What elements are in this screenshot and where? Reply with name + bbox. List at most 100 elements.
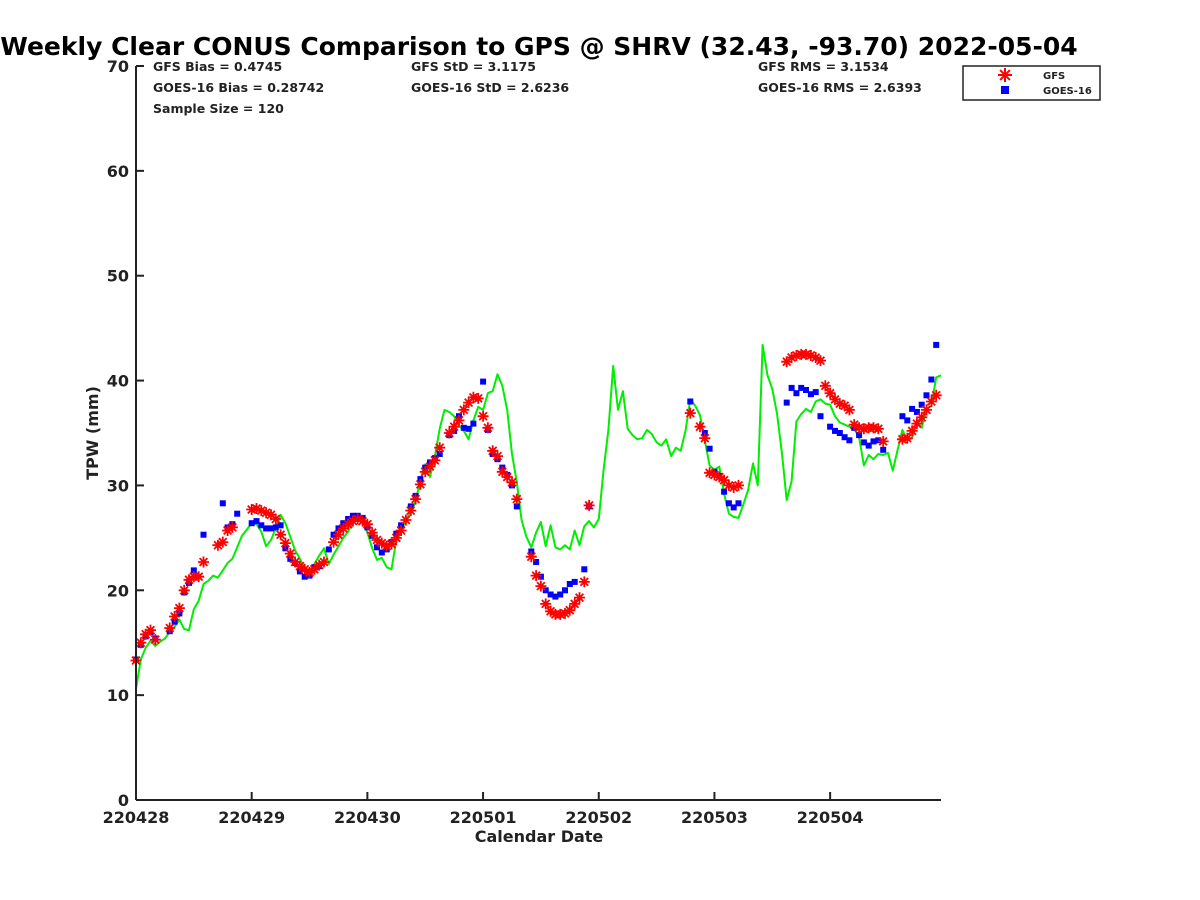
goes16-point	[378, 549, 385, 556]
gfs-point	[790, 349, 802, 361]
gfs-point	[255, 505, 267, 517]
goes16-point	[258, 522, 265, 529]
goes16-point	[721, 488, 728, 495]
gfs-point	[482, 422, 494, 434]
gfs-point	[578, 576, 590, 588]
gfs-point	[853, 422, 865, 434]
x-tick-label: 220502	[565, 808, 632, 827]
y-tick-label: 10	[107, 686, 129, 705]
gfs-point	[366, 527, 378, 539]
x-tick-label: 220501	[450, 808, 517, 827]
gfs-point	[357, 515, 369, 527]
gfs-point	[728, 482, 740, 493]
legend-gfs-asterisk	[998, 68, 1012, 82]
gps-series-line	[135, 343, 942, 690]
gfs-point	[506, 476, 518, 488]
gfs-point	[308, 563, 320, 575]
gfs-point	[487, 445, 499, 457]
goes-bias-stat: GOES-16 Bias = 0.28742	[153, 80, 324, 95]
gfs-point	[304, 567, 315, 578]
goes16-point	[807, 391, 814, 398]
goes16-point	[272, 524, 279, 531]
gfs-point	[246, 504, 258, 515]
gfs-point	[815, 355, 826, 367]
goes16-series	[133, 341, 940, 663]
gfs-point	[424, 461, 436, 473]
gfs-point	[217, 536, 229, 548]
gfs-point	[429, 454, 441, 466]
gfs-point	[535, 580, 547, 592]
goes16-point	[865, 442, 872, 449]
sample-size-stat: Sample Size = 120	[153, 101, 284, 116]
gfs-point	[299, 563, 311, 575]
axes	[135, 66, 941, 801]
gfs-point	[834, 398, 846, 410]
gfs-point	[414, 478, 426, 490]
gfs-point	[347, 515, 359, 527]
gfs-point	[781, 356, 793, 368]
goes-rms-stat: GOES-16 RMS = 2.6393	[758, 80, 922, 95]
gfs-point	[872, 423, 884, 435]
goes16-point	[836, 430, 843, 436]
gfs-point	[260, 507, 272, 519]
gfs-point	[704, 467, 716, 479]
gfs-point	[530, 570, 542, 582]
gfs-point	[708, 469, 720, 481]
gfs-point	[386, 538, 397, 550]
gfs-point	[390, 532, 402, 544]
gfs-point	[222, 525, 234, 536]
gfs-point	[911, 418, 923, 430]
gfs-point	[583, 499, 595, 511]
gfs-point	[381, 540, 393, 552]
gfs-point	[145, 624, 156, 636]
goes16-point	[783, 399, 790, 406]
gfs-point	[569, 598, 581, 610]
goes16-point	[566, 581, 573, 587]
goes16-point	[798, 384, 805, 391]
gfs-point	[294, 560, 306, 572]
goes16-point	[923, 392, 930, 399]
legend-box	[962, 65, 1101, 101]
goes16-point	[730, 504, 737, 511]
legend-goes16-marker	[1001, 86, 1009, 94]
gfs-point	[289, 556, 301, 568]
goes16-point	[581, 566, 588, 573]
goes16-point	[219, 500, 226, 507]
gfs-point	[564, 604, 576, 616]
y-ticks: 0 10 20 30 40 50 60 70	[107, 57, 144, 810]
goes16-point	[803, 387, 809, 393]
gfs-point	[921, 404, 932, 416]
gfs-point	[492, 450, 503, 462]
gfs-point	[819, 380, 831, 392]
legend-gfs-marker	[998, 68, 1012, 82]
gfs-point	[501, 471, 513, 483]
gfs-point	[848, 419, 860, 431]
gfs-point	[169, 611, 181, 622]
goes16-point	[841, 434, 848, 441]
gfs-point	[472, 392, 484, 404]
goes16-point	[542, 587, 549, 594]
gfs-point	[198, 556, 209, 568]
gfs-point	[868, 422, 879, 434]
goes16-point	[687, 398, 694, 405]
gfs-point	[183, 574, 195, 586]
gfs-point	[805, 349, 817, 361]
goes16-point	[537, 573, 544, 580]
gfs-point	[149, 634, 161, 646]
goes16-point	[918, 401, 925, 408]
gfs-point	[699, 432, 711, 444]
gfs-point	[405, 505, 417, 517]
goes16-point	[827, 423, 834, 430]
gfs-point	[901, 432, 913, 444]
gfs-point	[718, 474, 730, 486]
gfs-point	[559, 607, 571, 619]
gfs-point	[930, 389, 942, 401]
gfs-point	[251, 503, 262, 514]
chart-title: Weekly Clear CONUS Comparison to GPS @ S…	[0, 32, 1077, 61]
gfs-point	[275, 529, 287, 541]
gfs-point	[443, 427, 455, 439]
gfs-point	[135, 637, 147, 649]
goes16-point	[513, 503, 520, 510]
stats-block: GFS Bias = 0.4745 GOES-16 Bias = 0.28742…	[153, 59, 922, 116]
